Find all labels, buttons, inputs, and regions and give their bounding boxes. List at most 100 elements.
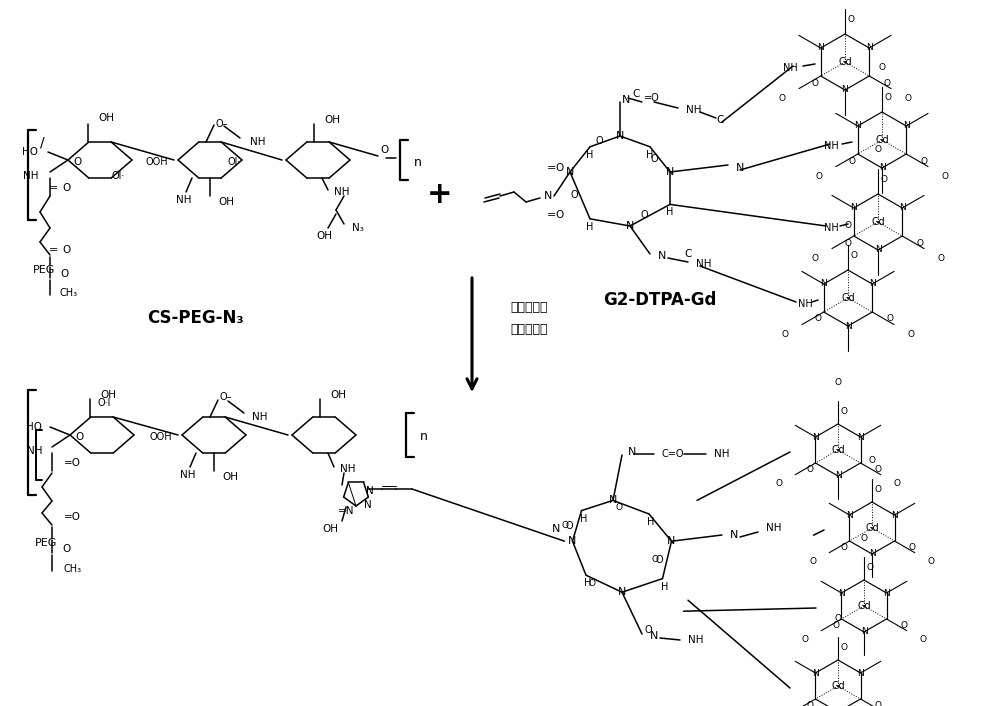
Text: O: O — [570, 191, 578, 201]
Text: N: N — [846, 510, 853, 520]
Text: C: C — [632, 89, 640, 99]
Text: Gd: Gd — [831, 445, 845, 455]
Text: O: O — [919, 635, 926, 645]
Text: O: O — [655, 555, 663, 565]
Text: C: C — [684, 249, 692, 259]
Text: O: O — [616, 503, 622, 512]
Text: O·l: O·l — [98, 398, 111, 408]
Text: N: N — [667, 536, 676, 546]
Text: OOH: OOH — [149, 432, 172, 442]
Text: Gd: Gd — [841, 293, 855, 303]
Text: O: O — [565, 521, 573, 531]
Text: Ol·: Ol· — [112, 171, 125, 181]
Text: Gd: Gd — [875, 135, 889, 145]
Text: NH: NH — [176, 195, 192, 205]
Text: O: O — [881, 176, 888, 184]
Text: O: O — [778, 94, 785, 103]
Text: N: N — [883, 589, 890, 597]
Text: n: n — [414, 155, 422, 169]
Text: O: O — [640, 210, 648, 220]
Text: O: O — [811, 78, 818, 88]
Text: O: O — [380, 145, 388, 155]
Text: O: O — [874, 145, 882, 154]
Text: N: N — [609, 496, 617, 505]
Text: O: O — [807, 701, 814, 706]
Text: H: H — [584, 578, 592, 588]
Text: NH: NH — [696, 259, 712, 269]
Text: 五水硫酸铜: 五水硫酸铜 — [510, 301, 548, 314]
Text: NH: NH — [686, 105, 702, 115]
Text: CS-PEG-N₃: CS-PEG-N₃ — [147, 309, 243, 327]
Text: O: O — [841, 543, 848, 552]
Text: +: + — [427, 181, 453, 210]
Text: O: O — [866, 563, 874, 571]
Text: =: = — [547, 163, 557, 173]
Text: N: N — [544, 191, 552, 201]
Text: N: N — [820, 280, 827, 289]
Text: Ol·: Ol· — [228, 157, 241, 167]
Text: O: O — [905, 94, 912, 103]
Text: OH: OH — [330, 390, 346, 400]
Text: O: O — [814, 314, 821, 323]
Text: H: H — [586, 150, 594, 160]
Text: N: N — [666, 167, 674, 177]
Text: =: = — [49, 245, 59, 255]
Text: NH: NH — [22, 171, 38, 181]
Text: H: H — [586, 222, 594, 232]
Text: N: N — [730, 530, 738, 540]
Text: O: O — [650, 155, 658, 164]
Text: H: H — [661, 582, 668, 592]
Text: N: N — [812, 433, 819, 441]
Text: NH: NH — [798, 299, 812, 309]
Text: N: N — [857, 669, 864, 678]
Text: HO: HO — [26, 422, 42, 432]
Text: PEG: PEG — [35, 538, 57, 548]
Text: NH: NH — [26, 446, 42, 456]
Text: N: N — [891, 510, 898, 520]
Text: O: O — [74, 157, 82, 167]
Text: O: O — [815, 172, 822, 181]
Text: C=O: C=O — [662, 449, 684, 459]
Text: O: O — [927, 557, 934, 566]
Text: OOH: OOH — [145, 157, 168, 167]
Text: O: O — [833, 621, 840, 630]
Text: O: O — [556, 163, 564, 173]
Text: NH: NH — [714, 449, 730, 459]
Text: n: n — [420, 431, 428, 443]
Text: O: O — [942, 172, 949, 181]
Text: O: O — [807, 465, 814, 474]
Text: N₃: N₃ — [352, 223, 364, 233]
Text: H: H — [580, 513, 587, 524]
Text: N: N — [835, 472, 841, 481]
Text: O: O — [874, 701, 881, 706]
Text: NH: NH — [334, 187, 350, 197]
Text: O: O — [884, 78, 891, 88]
Text: N: N — [736, 163, 744, 173]
Text: O: O — [60, 269, 68, 279]
Text: O: O — [938, 254, 945, 263]
Text: N: N — [817, 44, 824, 52]
Text: N: N — [566, 167, 574, 177]
Text: CH₃: CH₃ — [64, 564, 82, 574]
Text: O: O — [921, 157, 928, 165]
Text: NH: NH — [340, 464, 356, 474]
Text: O: O — [776, 479, 783, 489]
Text: N: N — [364, 500, 372, 510]
Text: O: O — [908, 543, 915, 552]
Text: O: O — [844, 221, 852, 229]
Text: O: O — [62, 544, 70, 554]
Text: NH: NH — [824, 141, 838, 151]
Text: PEG: PEG — [33, 265, 55, 275]
Text: O: O — [811, 254, 818, 263]
Text: O: O — [595, 136, 603, 146]
Text: N: N — [879, 164, 885, 172]
Text: NH: NH — [180, 470, 196, 480]
Text: =O: =O — [64, 458, 81, 468]
Text: O: O — [810, 557, 817, 566]
Text: O: O — [834, 378, 842, 387]
Text: N: N — [869, 549, 875, 558]
Text: Gd: Gd — [857, 601, 871, 611]
Text: O: O — [848, 16, 854, 25]
Text: =N: =N — [338, 506, 354, 516]
Text: NH: NH — [250, 137, 266, 147]
